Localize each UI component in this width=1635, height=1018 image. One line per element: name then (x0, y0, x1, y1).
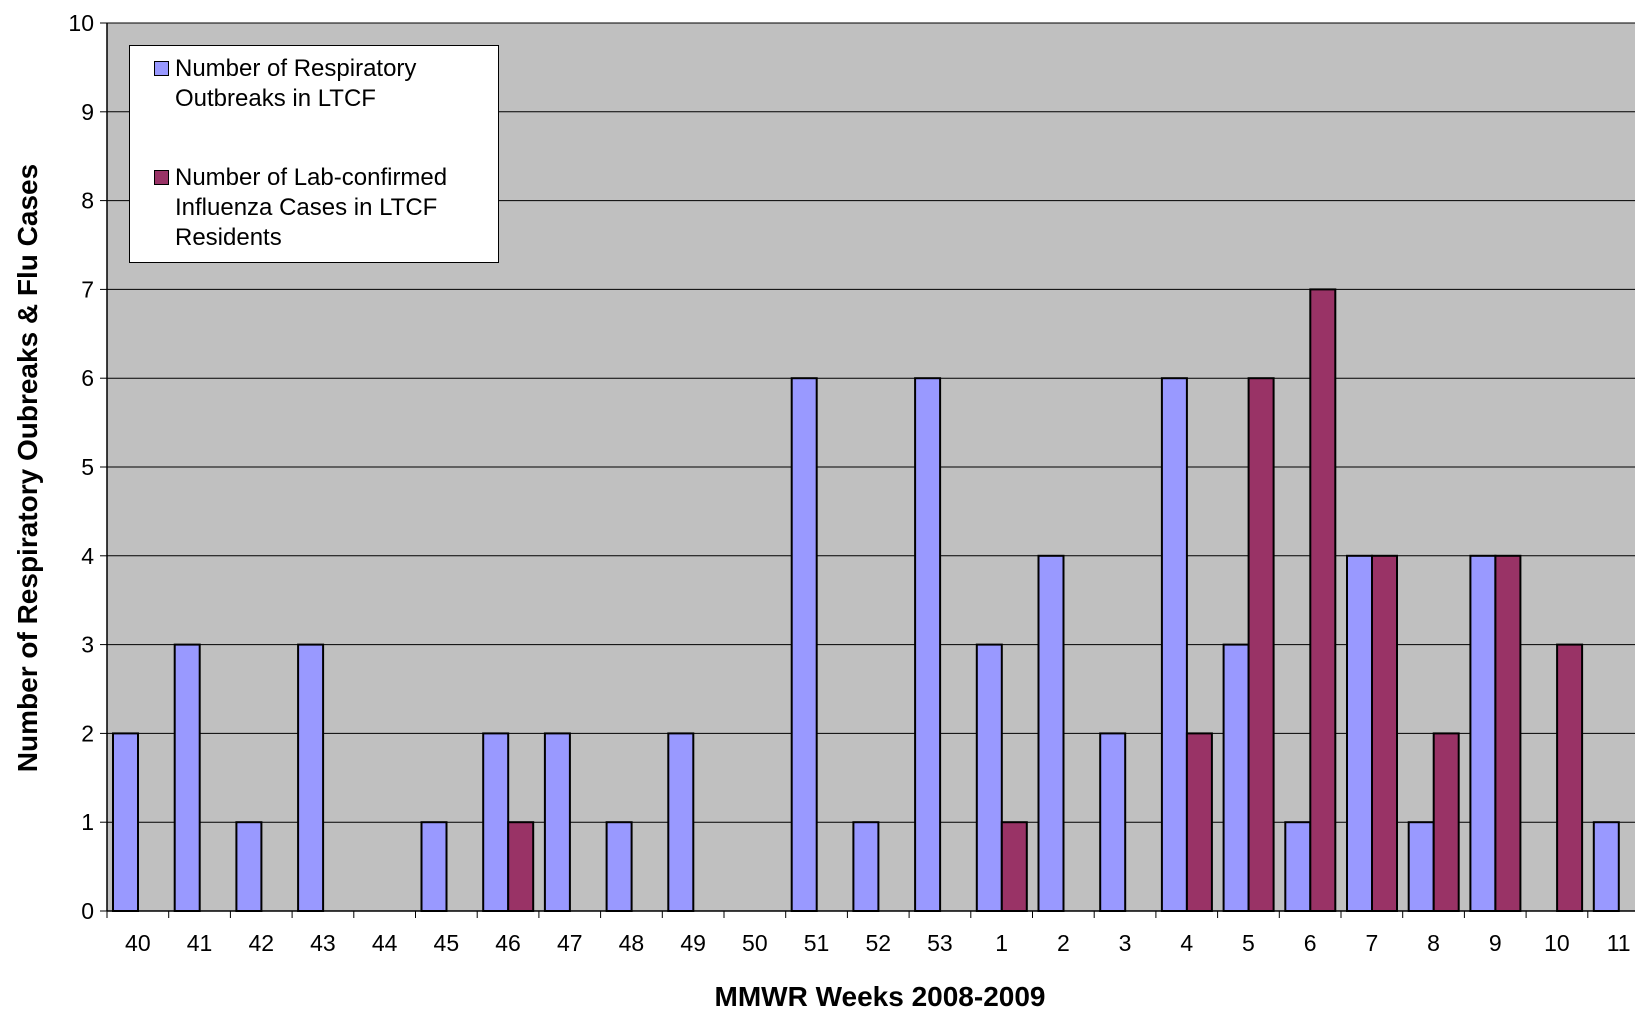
y-tick-label: 5 (81, 454, 94, 480)
x-tick-label: 47 (557, 930, 583, 956)
x-tick-label: 51 (804, 930, 830, 956)
legend-swatch-influenza-cases (154, 170, 169, 185)
x-tick-label: 44 (372, 930, 398, 956)
bar-influenza-cases (1371, 554, 1398, 912)
x-tick-label: 3 (1119, 930, 1132, 956)
bar-respiratory-outbreaks (1592, 821, 1620, 913)
x-tick-label: 9 (1489, 930, 1502, 956)
x-tick-label: 10 (1544, 930, 1570, 956)
bar-respiratory-outbreaks (543, 732, 571, 913)
y-tick-label: 8 (81, 188, 94, 214)
bar-respiratory-outbreaks (112, 732, 139, 913)
bar-respiratory-outbreaks (1099, 732, 1127, 913)
bar-respiratory-outbreaks (1346, 554, 1373, 912)
bar-respiratory-outbreaks (1160, 377, 1188, 912)
bar-respiratory-outbreaks (1469, 554, 1497, 912)
bar-respiratory-outbreaks (482, 732, 510, 913)
y-tick-label: 4 (81, 543, 94, 569)
x-tick-label: 48 (619, 930, 645, 956)
bar-respiratory-outbreaks (1222, 643, 1250, 912)
bar-respiratory-outbreaks (975, 643, 1003, 912)
x-tick-label: 50 (742, 930, 768, 956)
x-tick-label: 53 (927, 930, 953, 956)
legend-label-influenza-cases: Number of Lab-confirmed Influenza Cases … (175, 164, 448, 251)
y-tick-label: 6 (81, 365, 94, 391)
x-tick-label: 42 (248, 930, 274, 956)
x-tick-label: 40 (125, 930, 151, 956)
x-tick-label: 52 (865, 930, 891, 956)
bar-influenza-cases (1247, 377, 1275, 912)
bar-respiratory-outbreaks (605, 821, 633, 913)
bar-respiratory-outbreaks (790, 377, 818, 912)
bar-influenza-cases (1556, 643, 1584, 912)
bar-influenza-cases (1000, 821, 1028, 913)
bar-respiratory-outbreaks (1284, 821, 1312, 913)
y-tick-label: 3 (81, 632, 94, 658)
y-tick-label: 7 (81, 276, 94, 302)
y-tick-label: 9 (81, 99, 94, 125)
y-tick-label: 1 (81, 809, 94, 835)
x-axis-title: MMWR Weeks 2008-2009 (715, 981, 1046, 1012)
x-tick-label: 11 (1607, 930, 1631, 956)
bar-respiratory-outbreaks (420, 821, 448, 913)
y-axis-title: Number of Respiratory Oubreaks & Flu Cas… (12, 164, 43, 772)
bar-respiratory-outbreaks (852, 821, 880, 913)
bar-respiratory-outbreaks (914, 377, 942, 912)
y-tick-label: 2 (81, 720, 94, 746)
x-tick-label: 46 (495, 930, 521, 956)
x-tick-label: 43 (310, 930, 336, 956)
y-tick-label: 0 (81, 898, 94, 924)
x-tick-label: 7 (1365, 930, 1378, 956)
bar-influenza-cases (1432, 732, 1460, 913)
x-tick-label: 8 (1427, 930, 1440, 956)
bar-influenza-cases (1494, 554, 1522, 912)
x-tick-label: 5 (1242, 930, 1255, 956)
bar-influenza-cases (1185, 732, 1213, 913)
x-tick-label: 1 (995, 930, 1008, 956)
x-tick-label: 49 (680, 930, 706, 956)
bar-influenza-cases (1309, 288, 1337, 912)
y-tick-label: 10 (68, 10, 94, 36)
x-tick-label: 41 (187, 930, 213, 956)
legend-swatch-respiratory-outbreaks (154, 61, 169, 76)
x-tick-label: 45 (434, 930, 460, 956)
bar-respiratory-outbreaks (667, 732, 695, 913)
bar-influenza-cases (507, 821, 535, 913)
bar-respiratory-outbreaks (173, 643, 201, 912)
legend: Number of Respiratory Outbreaks in LTCF … (129, 45, 499, 263)
bar-respiratory-outbreaks (235, 821, 263, 913)
x-tick-label: 2 (1057, 930, 1070, 956)
x-tick-label: 6 (1304, 930, 1317, 956)
bar-respiratory-outbreaks (1407, 821, 1435, 913)
legend-label-respiratory-outbreaks: Number of Respiratory Outbreaks in LTCF (175, 55, 417, 112)
x-tick-label: 4 (1180, 930, 1193, 956)
bar-respiratory-outbreaks (297, 643, 325, 912)
bar-respiratory-outbreaks (1037, 554, 1065, 912)
